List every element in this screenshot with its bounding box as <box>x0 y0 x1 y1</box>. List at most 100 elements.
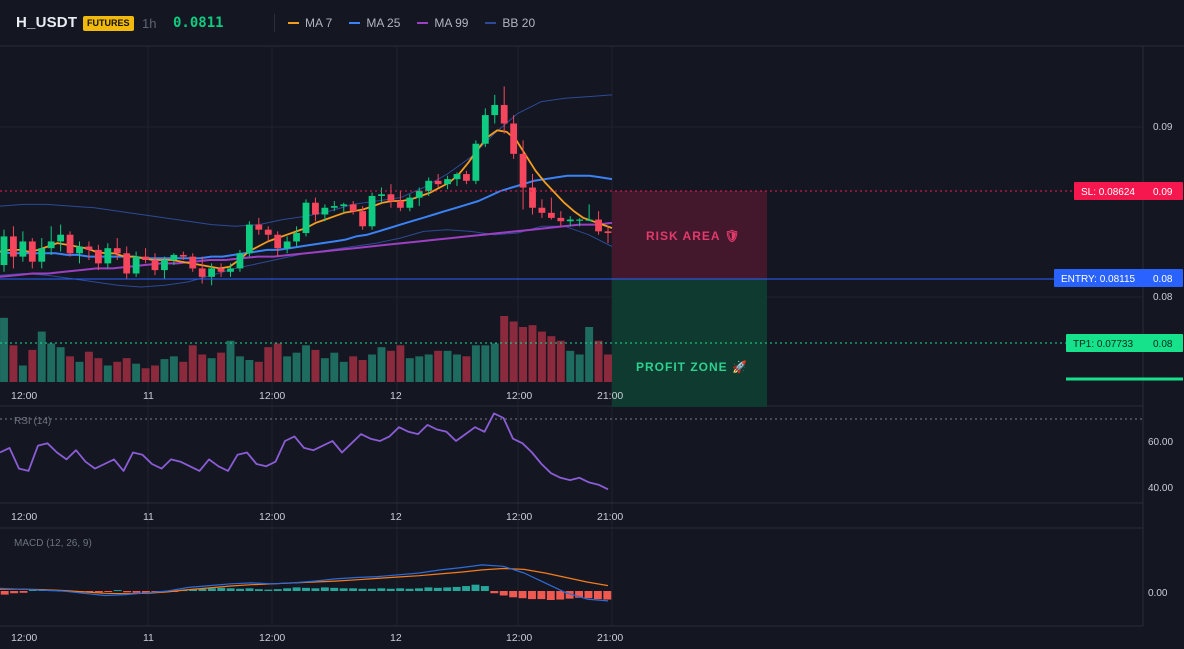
bb20-swatch <box>485 22 497 24</box>
candle-body <box>321 207 329 215</box>
candle-body <box>312 202 319 215</box>
candle-body <box>170 254 178 260</box>
volume-bar <box>226 340 235 382</box>
time-label: 12:00 <box>506 390 532 402</box>
candle-body <box>566 219 574 222</box>
time-label: 11 <box>143 632 154 644</box>
volume-bar <box>273 343 282 382</box>
volume-bar <box>396 345 405 382</box>
macd-histogram-bar <box>386 588 395 591</box>
legend-bb20[interactable]: BB 20 <box>485 16 535 30</box>
entry-tag-label: ENTRY: 0.08115 <box>1061 274 1136 285</box>
candle-body <box>463 174 470 181</box>
candle-body <box>113 248 121 254</box>
risk-area-label: RISK AREA 🛡 <box>646 229 741 243</box>
time-label: 21:00 <box>597 632 623 644</box>
candle-body <box>472 143 480 181</box>
macd-histogram-bar <box>19 591 28 593</box>
volume-bar <box>528 325 537 382</box>
candle-body <box>57 234 65 242</box>
symbol-title[interactable]: H_USDT <box>16 14 78 31</box>
timeframe-label[interactable]: 1h <box>142 16 157 31</box>
candle-body <box>255 224 263 230</box>
macd-histogram-bar <box>584 591 593 599</box>
volume-bar <box>434 350 443 382</box>
candle-body <box>425 180 433 191</box>
candle-body <box>359 211 367 227</box>
volume-bars <box>0 316 612 382</box>
volume-bar <box>0 317 8 382</box>
volume-bar <box>141 368 150 382</box>
entry-tag[interactable]: ENTRY: 0.08115 0.08 <box>1054 269 1183 287</box>
macd-histogram-bar <box>415 588 423 591</box>
time-label: 12 <box>390 632 402 644</box>
macd-histogram-bar <box>132 591 141 593</box>
time-label: 12:00 <box>259 632 285 644</box>
candle-body <box>491 104 499 116</box>
volume-bar <box>122 358 131 382</box>
candle-body <box>142 256 149 260</box>
candle-body <box>94 249 102 264</box>
tp-tag[interactable]: TP1: 0.07733 0.08 <box>1066 334 1183 352</box>
macd-histogram-bar <box>207 588 216 591</box>
candle-body <box>217 268 225 272</box>
macd-histogram-bar <box>603 591 612 600</box>
candle-body <box>227 268 234 272</box>
legend-ma99[interactable]: MA 99 <box>417 16 468 30</box>
time-label: 11 <box>143 390 154 402</box>
candle-body <box>595 219 602 232</box>
macd-histogram-bar <box>104 591 113 592</box>
tp-tag-label: TP1: 0.07733 <box>1073 339 1133 350</box>
chart-header: H_USDT FUTURES 1h 0.0811 MA 7 MA 25 MA 9… <box>0 0 1184 46</box>
candle-body <box>38 248 46 262</box>
volume-bar <box>339 361 348 382</box>
ma25-line <box>0 174 613 260</box>
macd-histogram-bar <box>264 589 273 591</box>
candle-body <box>76 246 83 254</box>
volume-bar <box>462 356 471 382</box>
volume-bar <box>217 352 226 382</box>
legend-ma25[interactable]: MA 25 <box>349 16 400 30</box>
macd-histogram-bar <box>330 587 339 591</box>
sl-tag[interactable]: SL: 0.08624 0.09 <box>1074 182 1183 200</box>
volume-bar <box>500 316 509 382</box>
macd-title: MACD (12, 26, 9) <box>14 538 92 549</box>
legend-ma7[interactable]: MA 7 <box>288 16 332 30</box>
volume-bar <box>490 343 499 382</box>
candle-body <box>510 123 518 154</box>
volume-bar <box>84 351 93 382</box>
volume-bar <box>519 327 528 382</box>
time-label: 12 <box>390 511 402 523</box>
volume-bar <box>18 365 27 382</box>
profit-zone-label: PROFIT ZONE 🚀 <box>636 360 748 374</box>
volume-bar <box>358 360 367 382</box>
volume-bar <box>151 365 159 382</box>
macd-histogram-bar <box>452 586 461 591</box>
macd-histogram-bar <box>377 588 386 591</box>
volume-bar <box>75 361 84 382</box>
candle-body <box>368 195 376 227</box>
entry-tag-value: 0.08 <box>1153 274 1173 285</box>
time-label: 12:00 <box>11 390 37 402</box>
candle-body <box>161 259 168 271</box>
candle-body <box>378 194 385 196</box>
candle-body <box>330 206 338 208</box>
volume-bar <box>160 359 169 382</box>
time-label: 12 <box>390 390 402 402</box>
candle-body <box>10 236 17 257</box>
macd-histogram-bar <box>499 591 508 596</box>
candle-body <box>85 246 93 250</box>
candle-body <box>28 241 36 262</box>
macd-histogram-bar <box>462 586 471 591</box>
time-axis-main: 12:00 11 12:00 12 12:00 21:00 <box>11 390 623 402</box>
candle-body <box>104 248 112 264</box>
macd-histogram-bar <box>254 589 263 591</box>
volume-bar <box>302 345 310 382</box>
volume-bar <box>585 327 594 382</box>
ma99-swatch <box>417 22 429 24</box>
macd-histogram-bar <box>490 591 499 594</box>
macd-histogram-bar <box>94 591 103 593</box>
volume-bar <box>424 354 433 382</box>
price-tick-0.09: 0.09 <box>1153 122 1173 133</box>
